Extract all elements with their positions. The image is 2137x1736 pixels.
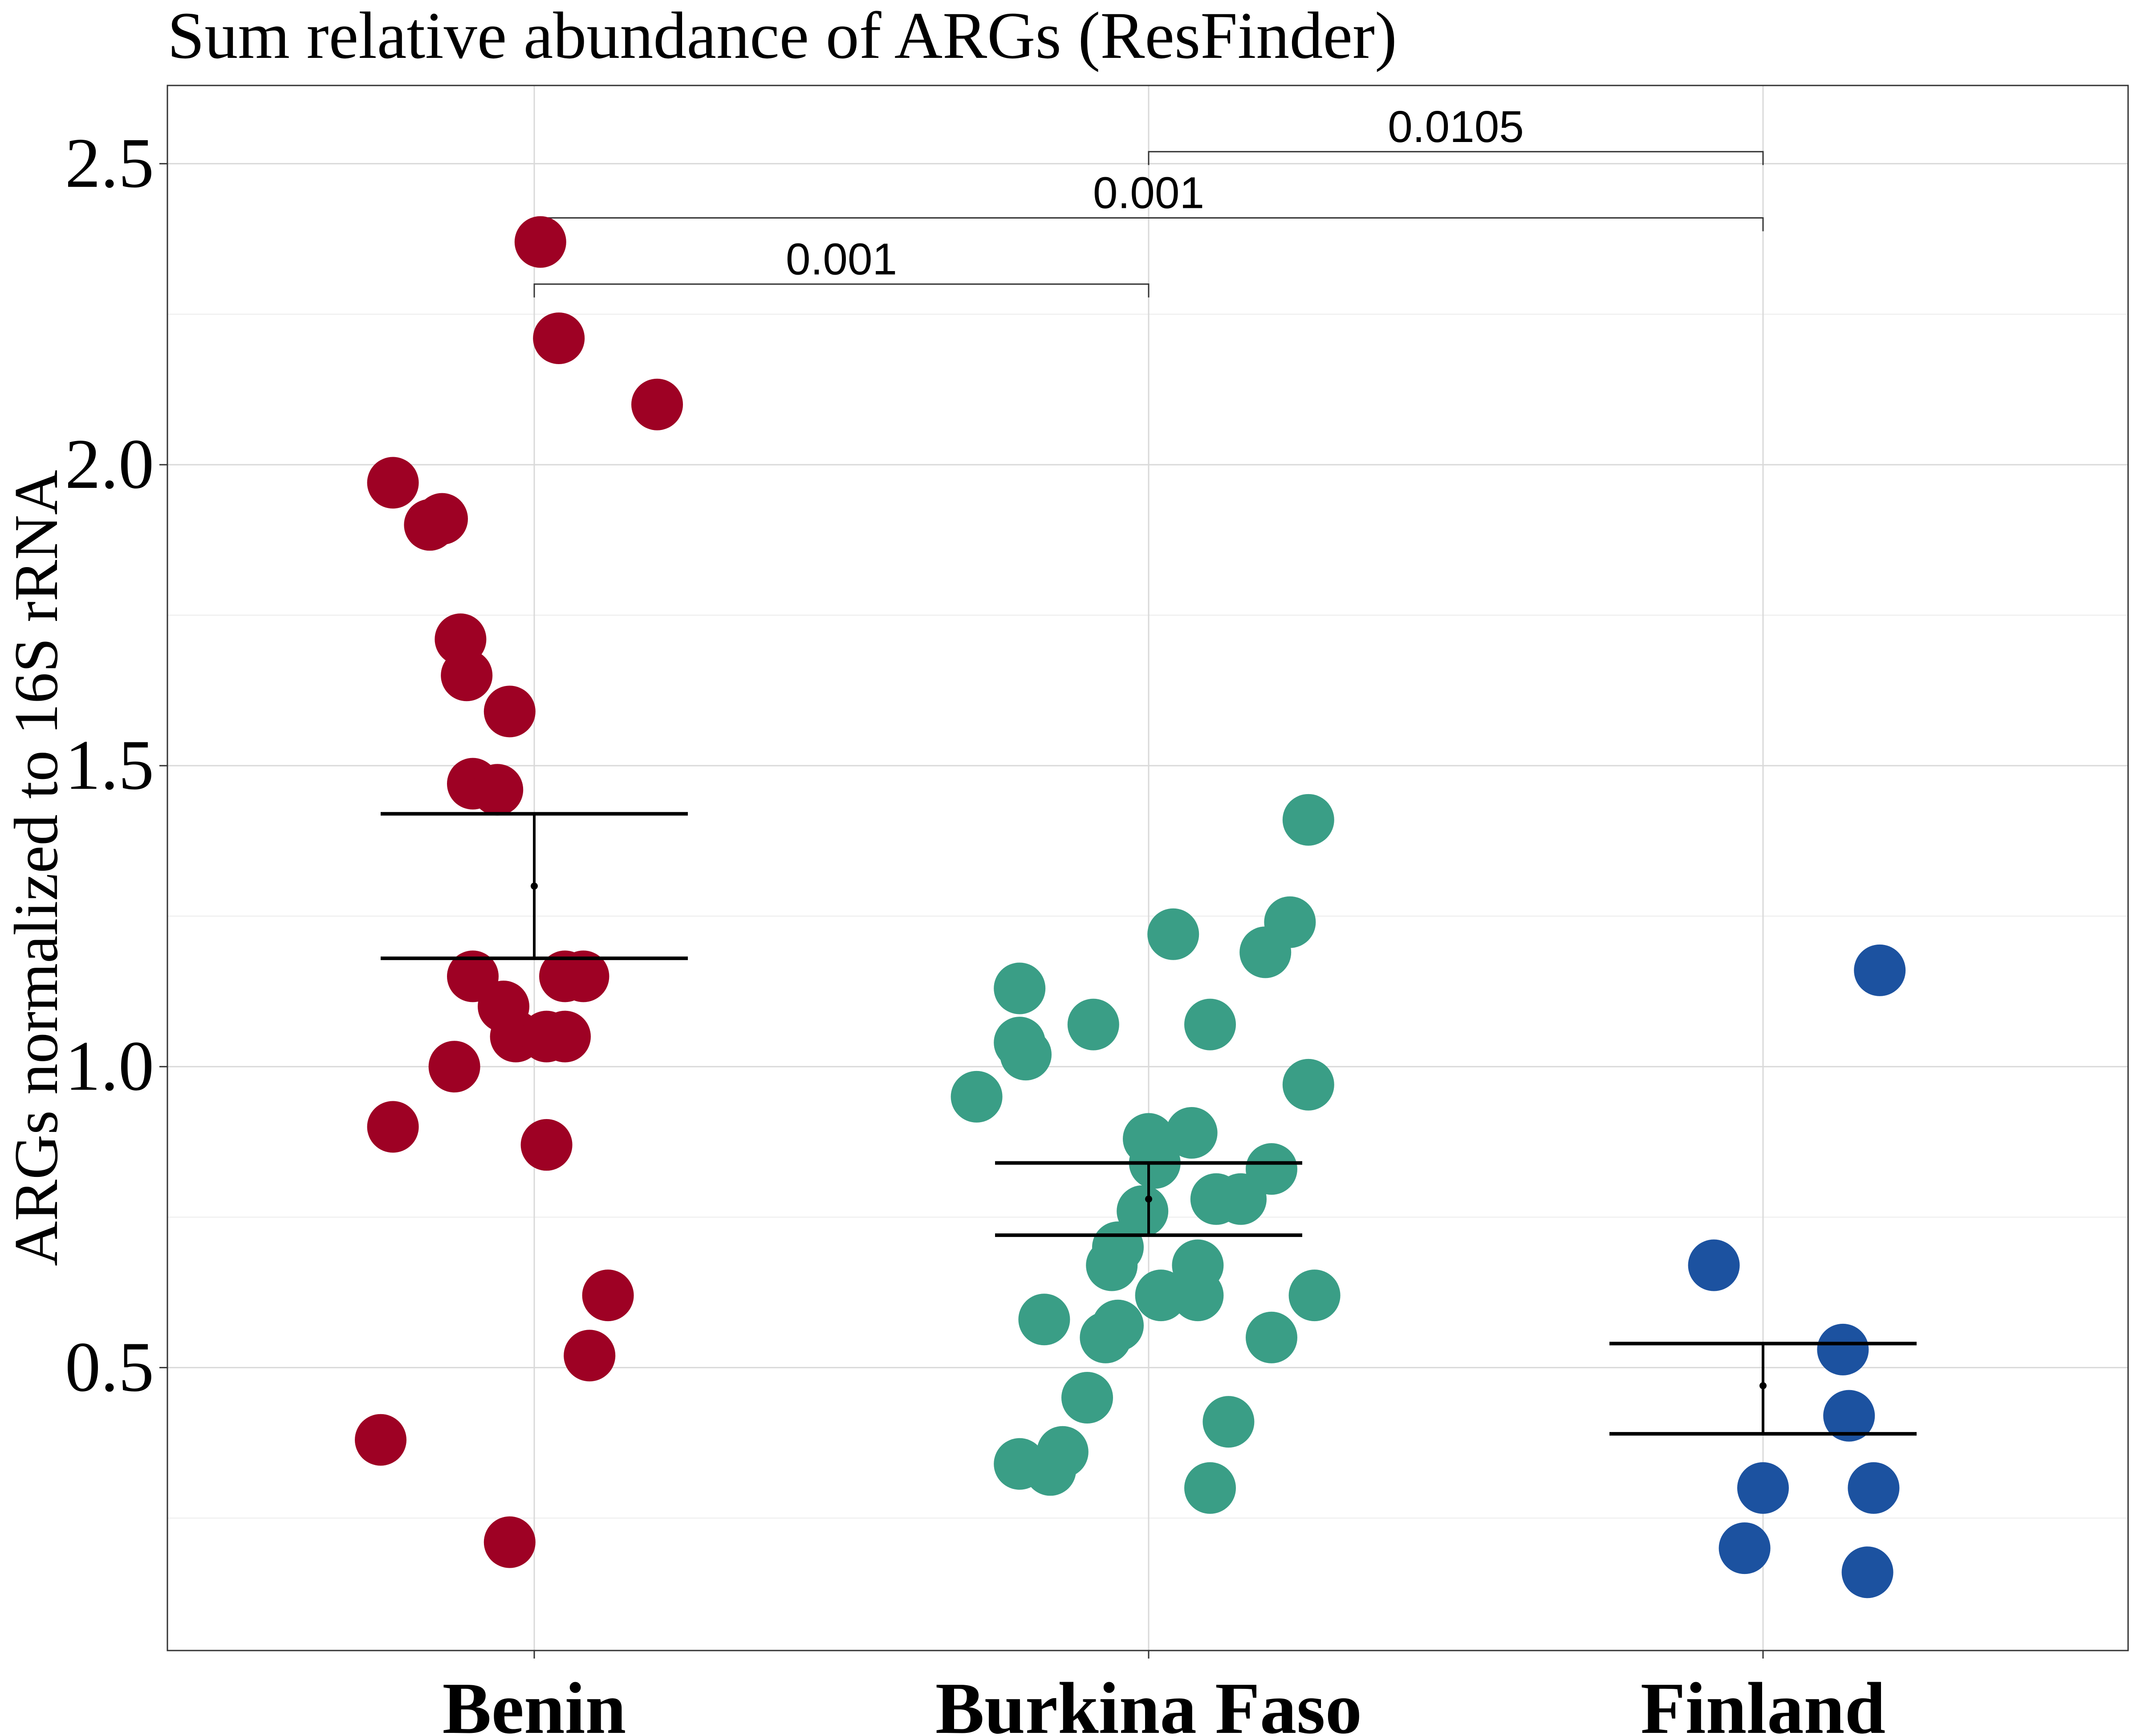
chart-title: Sum relative abundance of ARGs (ResFinde… [167, 0, 1397, 73]
plot-panel-border [167, 85, 2129, 1651]
data-point [1817, 1323, 1869, 1375]
y-axis: 0.5 1.0 1.5 2.0 2.5 [65, 123, 167, 1406]
data-point [1080, 1311, 1132, 1363]
data-point [1172, 1270, 1224, 1322]
data-point [539, 1010, 591, 1063]
data-point [1117, 1185, 1169, 1237]
x-tick-label: Benin [443, 1667, 626, 1736]
data-point [1086, 1239, 1138, 1291]
mean-marker [531, 882, 538, 890]
data-point [1719, 1522, 1771, 1574]
data-point [1203, 1396, 1255, 1448]
data-point [994, 962, 1046, 1014]
data-point [1024, 1444, 1077, 1496]
data-point [514, 216, 566, 268]
data-point [471, 764, 524, 816]
x-axis: Benin Burkina Faso Finland [443, 1651, 1885, 1736]
data-point [1135, 1270, 1187, 1322]
data-point [367, 1101, 419, 1153]
data-point [1061, 1372, 1113, 1424]
data-point [1841, 1546, 1893, 1598]
data-point [1737, 1462, 1789, 1514]
data-point [441, 649, 493, 702]
p-value-label: 0.001 [1093, 168, 1204, 218]
y-tick-label: 1.5 [65, 725, 154, 804]
data-point [355, 1414, 406, 1466]
data-point [416, 493, 468, 545]
significance-bracket [533, 283, 1150, 298]
data-point [533, 312, 585, 364]
data-point [582, 1270, 634, 1322]
data-point [1184, 998, 1236, 1051]
data-point [1282, 1059, 1334, 1111]
data-point [1823, 1390, 1875, 1442]
data-point [1184, 1462, 1236, 1514]
data-point [1688, 1239, 1740, 1291]
data-point [1147, 908, 1199, 960]
data-point [1166, 1107, 1218, 1159]
data-point [951, 1071, 1003, 1123]
significance-brackets: 0.001 0.001 0.0105 [533, 102, 1764, 298]
p-value-label: 0.0105 [1388, 102, 1524, 152]
data-point [1215, 1173, 1267, 1225]
data-point [428, 1041, 480, 1093]
data-point [520, 1119, 573, 1171]
data-point [1239, 926, 1292, 978]
y-tick-label: 1.0 [65, 1026, 154, 1105]
error-bars [381, 812, 1917, 1436]
y-tick-label: 2.5 [65, 123, 154, 203]
data-points [355, 216, 1906, 1598]
y-tick-label: 0.5 [65, 1327, 154, 1406]
data-point [564, 1330, 616, 1382]
mean-marker [1759, 1382, 1767, 1389]
data-point [1246, 1311, 1297, 1363]
data-point [1018, 1294, 1070, 1346]
data-point [1000, 1029, 1052, 1081]
x-tick-label: Finland [1641, 1667, 1885, 1736]
data-point [367, 457, 419, 509]
y-tick-label: 2.0 [65, 424, 154, 503]
data-point [557, 950, 609, 1002]
data-point [483, 685, 536, 738]
data-point [1282, 794, 1334, 846]
mean-marker [1145, 1195, 1152, 1203]
data-point [483, 1516, 536, 1568]
data-point [1854, 944, 1906, 996]
data-point [1288, 1270, 1341, 1322]
p-value-label: 0.001 [786, 234, 897, 284]
y-axis-label: ARGs normalized to 16S rRNA [2, 470, 71, 1266]
data-point [1848, 1462, 1900, 1514]
data-point [631, 378, 683, 430]
significance-bracket [1148, 151, 1764, 165]
data-point [1067, 998, 1119, 1051]
x-tick-label: Burkina Faso [935, 1667, 1362, 1736]
